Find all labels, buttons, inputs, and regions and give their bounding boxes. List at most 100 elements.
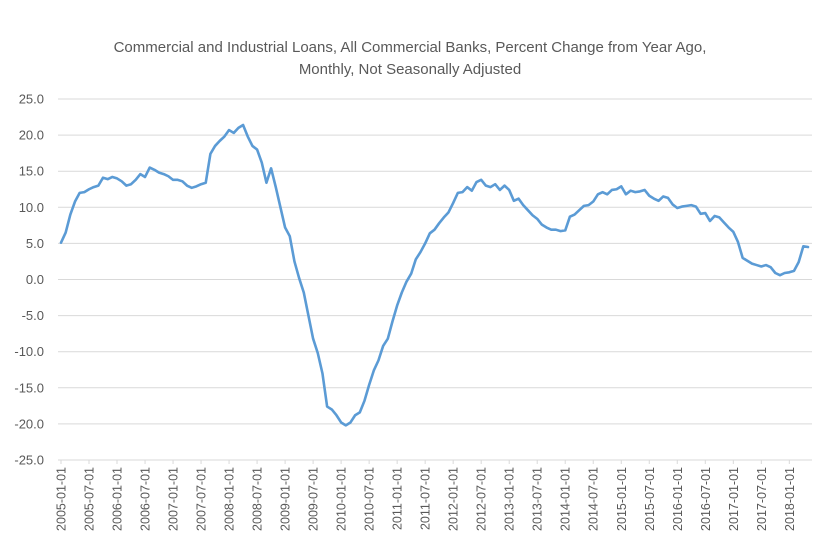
data-point [536, 218, 539, 221]
data-point [522, 204, 525, 207]
x-tick-label: 2015-01-01 [615, 467, 629, 531]
data-point [657, 200, 660, 203]
data-point [167, 175, 170, 178]
data-point [237, 127, 240, 130]
data-point [260, 161, 263, 164]
data-point [569, 215, 572, 218]
x-tick-label: 2005-01-01 [55, 467, 69, 531]
data-point [232, 132, 235, 135]
y-tick-label: -15.0 [14, 380, 44, 395]
data-point [256, 148, 259, 151]
data-point [335, 414, 338, 417]
data-point [755, 264, 758, 267]
data-point [671, 203, 674, 206]
y-tick-label: -5.0 [22, 308, 44, 323]
data-point [713, 215, 716, 218]
data-point [214, 145, 217, 148]
data-point [368, 384, 371, 387]
x-tick-label: 2013-07-01 [531, 467, 545, 531]
data-point [601, 191, 604, 194]
data-point [489, 186, 492, 189]
data-point [102, 176, 105, 179]
data-point [531, 214, 534, 217]
x-tick-label: 2017-07-01 [755, 467, 769, 531]
data-point [438, 222, 441, 225]
data-point [106, 178, 109, 181]
y-tick-label: 0.0 [26, 272, 44, 287]
data-point [419, 251, 422, 254]
data-point [508, 189, 511, 192]
data-point [606, 193, 609, 196]
x-tick-label: 2006-01-01 [111, 467, 125, 531]
data-point [583, 205, 586, 208]
data-point [246, 135, 249, 138]
y-tick-label: 10.0 [19, 200, 44, 215]
data-point [779, 274, 782, 277]
x-tick-label: 2007-01-01 [167, 467, 181, 531]
data-point [760, 265, 763, 268]
data-point [807, 246, 810, 249]
data-point [125, 184, 128, 187]
data-point [629, 189, 632, 192]
data-point [97, 184, 100, 187]
data-point [340, 421, 343, 424]
data-point [158, 171, 161, 174]
data-point [186, 184, 189, 187]
x-tick-label: 2012-07-01 [475, 467, 489, 531]
data-point [405, 280, 408, 283]
data-point [485, 184, 488, 187]
x-tick-label: 2016-01-01 [671, 467, 685, 531]
data-point [204, 181, 207, 184]
data-point [681, 205, 684, 208]
data-point [620, 185, 623, 188]
x-tick-label: 2007-07-01 [195, 467, 209, 531]
data-point [648, 194, 651, 197]
data-point [723, 221, 726, 224]
data-point [643, 189, 646, 192]
data-point [223, 135, 226, 138]
data-point [312, 337, 315, 340]
data-point [330, 408, 333, 411]
data-point [130, 183, 133, 186]
data-point [690, 204, 693, 207]
data-point [541, 223, 544, 226]
x-tick-label: 2010-01-01 [335, 467, 349, 531]
data-point [592, 200, 595, 203]
data-point [676, 207, 679, 210]
data-point [373, 369, 376, 372]
data-point [494, 183, 497, 186]
data-point [195, 185, 198, 188]
x-tick-label: 2008-01-01 [223, 467, 237, 531]
data-point [564, 229, 567, 232]
data-point [64, 231, 67, 234]
data-point [74, 200, 77, 203]
data-point [774, 272, 777, 275]
chart-title-line-1: Commercial and Industrial Loans, All Com… [113, 39, 707, 56]
y-tick-label: 15.0 [19, 164, 44, 179]
data-point [274, 186, 277, 189]
data-point [513, 200, 516, 203]
y-tick-label: 20.0 [19, 128, 44, 143]
data-point [443, 216, 446, 219]
data-point [503, 184, 506, 187]
x-tick-label: 2008-07-01 [251, 467, 265, 531]
data-point [359, 411, 362, 414]
x-tick-label: 2009-07-01 [307, 467, 321, 531]
data-point [788, 271, 791, 274]
x-tick-label: 2017-01-01 [727, 467, 741, 531]
x-tick-label: 2013-01-01 [503, 467, 517, 531]
data-point [410, 272, 413, 275]
data-point [111, 176, 114, 179]
data-point [625, 193, 628, 196]
data-point [228, 129, 231, 132]
data-point [667, 197, 670, 200]
data-point [279, 206, 282, 209]
data-point [326, 405, 329, 408]
data-point [200, 183, 203, 186]
data-point [415, 258, 418, 261]
data-point [162, 173, 165, 176]
data-point [639, 190, 642, 193]
data-point [695, 205, 698, 208]
